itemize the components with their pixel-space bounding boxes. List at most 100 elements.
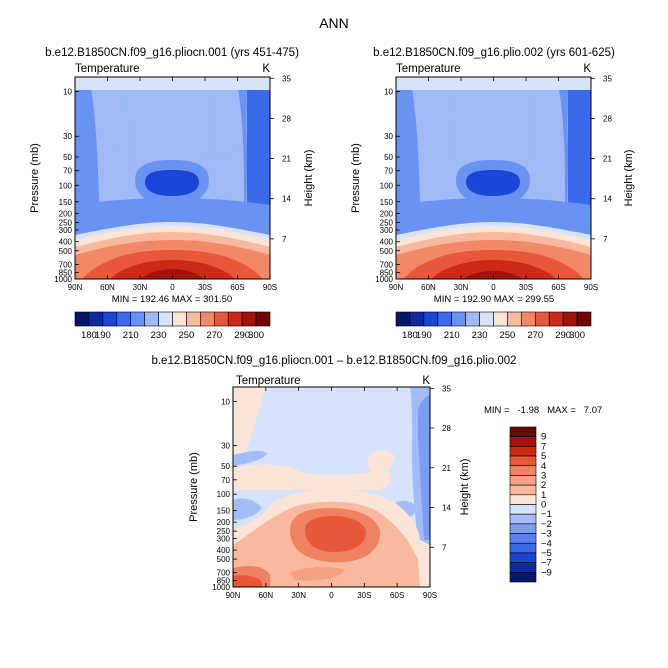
panel-3-colorbar-swatch [509, 504, 537, 515]
panel-3-minmax: MIN = -1.98 MAX = 7.07 [484, 405, 602, 416]
panel-2-title: b.e12.B1850CN.f09_g16.plio.002 (yrs 601-… [373, 47, 615, 59]
panel-3-ptick-label: 10 [221, 397, 230, 406]
panel-1-fill-sh-polar-band [246, 86, 270, 232]
panel-1-xtick-label: 90S [263, 283, 277, 292]
panel-2-fill-290 [431, 260, 556, 279]
panel-2-htick-label: 14 [603, 195, 612, 204]
panel-1-fill-mid-lobe [127, 90, 213, 175]
panel-1-ptick-label: 200 [59, 209, 73, 218]
panel-2-htick-label: 28 [603, 114, 612, 123]
panel-2-fill-mid-lobe [448, 90, 534, 175]
panel-2-ptick-label: 1000 [375, 275, 393, 284]
panel-3-colorbar-label: −5 [541, 548, 552, 559]
panel-3-colorbar-label: 1 [541, 490, 546, 501]
panel-2-colorbar-swatch [423, 311, 439, 327]
panel-3-colorbar-label: 4 [541, 461, 546, 472]
panel-3-ptick-label: 30 [221, 442, 230, 451]
panel-2-colorbar-label: 250 [499, 330, 515, 341]
panel-3-ptick-label: 100 [217, 490, 231, 499]
panel-2-ptick-label: 70 [384, 167, 393, 176]
panel-1-colorbar-swatch [116, 311, 132, 327]
panel-3-colorbar-label: −7 [541, 558, 552, 569]
panel-3-xtick-label: 30N [291, 591, 306, 600]
panel-2-ptick-label: 100 [380, 181, 394, 190]
panel-3-colorbar-swatch [509, 436, 537, 447]
panel-3-xtick-label: 0 [329, 591, 334, 600]
panel-2-fill-300 [463, 271, 523, 279]
panel-2-xtick-label: 60N [421, 283, 436, 292]
panel-2-xtick-label: 0 [491, 283, 496, 292]
panel-1-ticks: 90N 60N 30N 0 30S 60S 90S103050701001502002503… [54, 74, 291, 292]
panel-3-colorbar-label: −4 [541, 538, 552, 549]
panel-1-colorbar-label: 300 [248, 330, 264, 341]
panel-3-fill-4K [305, 516, 366, 552]
panel-2-contour-field [396, 77, 591, 279]
panel-3-units: K [422, 375, 430, 387]
panel-1-colorbar-label: 290 [234, 330, 250, 341]
panel-3-fill-warm-spot [290, 566, 345, 581]
panel-3-colorbar-swatch [509, 494, 537, 505]
panel-2-colorbar-label: 270 [527, 330, 543, 341]
panel-3-colorbar-label: 9 [541, 432, 546, 443]
panel-3-fill-nh-upper-warm [233, 387, 265, 458]
panel-1-ptick-label: 250 [59, 219, 73, 228]
panel-1-ptick-label: 400 [59, 238, 73, 247]
panel-1-colorbar-label: 230 [151, 330, 167, 341]
panel-1-xtick-label: 60N [100, 283, 115, 292]
panel-3-xtick-label: 30S [357, 591, 371, 600]
panel-3-ylabel-right: Height (km) [459, 459, 471, 516]
panel-2-ptick-label: 500 [380, 247, 394, 256]
panel-3-ptick-label: 300 [217, 534, 231, 543]
panel-2-fill-nh-polar [396, 80, 421, 232]
panel-1-fill-lower-strat [75, 198, 270, 235]
panel-2-colorbar-swatch [521, 311, 536, 327]
panel-3-contour-field [233, 387, 430, 587]
panel-3-htick-label: 21 [442, 464, 451, 473]
panel-2-colorbar-label: 230 [472, 330, 488, 341]
panel-2-colorbar-swatch [507, 311, 522, 327]
panel-1-colorbar-swatch [241, 311, 257, 327]
panel-3-ptick-label: 850 [217, 576, 231, 585]
figure-title: ANN [319, 15, 349, 31]
panel-3-colorbar-swatch [509, 426, 537, 437]
panel-1-colorbar-swatch [88, 311, 104, 327]
panel-1-fill-nh-polar [75, 80, 100, 232]
panel-1-ptick-label: 100 [59, 181, 73, 190]
panel-2-colorbar-swatch [576, 311, 592, 327]
panel-3-ticks: 90N 60N 30N 0 30S 60S 90S103050701001502002503… [212, 384, 451, 600]
panel-1-title: b.e12.B1850CN.f09_g16.pliocn.001 (yrs 45… [45, 47, 299, 59]
panel-2-ticks: 90N 60N 30N 0 30S 60S 90S103050701001502002503… [375, 74, 612, 292]
panel-3-fill-nh-mid-cold [233, 450, 268, 466]
panel-2-htick-label: 21 [603, 155, 612, 164]
panel-1-colorbar-swatch [255, 311, 271, 327]
panel-2-colorbar-label: 300 [569, 330, 585, 341]
panel-3-htick-label: 7 [442, 543, 447, 552]
panel-1-colorbar-label: 270 [206, 330, 222, 341]
panel-2-colorbar-swatch [493, 311, 508, 327]
panel-2-ptick-label: 50 [384, 153, 393, 162]
panel-1-colorbar-swatch [144, 311, 159, 327]
panel-3-fill-nh-mid-cold-lower [233, 498, 262, 520]
panel-3-ptick-label: 50 [221, 462, 230, 471]
panel-1-colorbar-swatch [74, 311, 90, 327]
panel-2-colorbar-swatch [465, 311, 480, 327]
panel-3-colorbar-swatch [509, 484, 537, 496]
panel-1-colorbar-label: 190 [95, 330, 111, 341]
panel-2-xtick-label: 30S [519, 283, 533, 292]
panel-1-colorbar-swatch [172, 311, 187, 327]
panel-3-colorbar-label: −1 [541, 509, 552, 520]
panel-1-ptick-label: 1000 [54, 275, 72, 284]
panel-2-xtick-label: 30N [454, 283, 469, 292]
panel-3-variable: Temperature [236, 375, 301, 387]
panel-2-ylabel-right: Height (km) [623, 150, 635, 207]
panel-3-ptick-label: 150 [217, 507, 231, 516]
panel-3-colorbar-label: 3 [541, 470, 546, 481]
panel-2-colorbar-swatch [562, 311, 578, 327]
panel-1-ptick-label: 700 [59, 260, 73, 269]
panel-2-fill-lower-strat [396, 198, 591, 235]
panel-2-ptick-label: 300 [380, 226, 394, 235]
panel-3-htick-label: 28 [442, 424, 451, 433]
